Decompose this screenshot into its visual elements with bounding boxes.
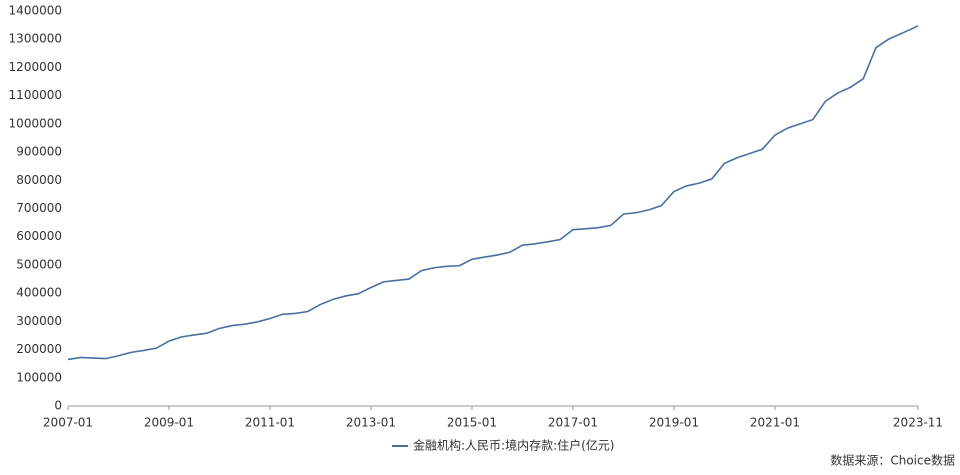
y-tick-label: 0 [54,399,62,413]
x-tick-label: 2019-01 [649,416,699,430]
y-tick-label: 500000 [16,257,62,271]
y-tick-label: 400000 [16,286,62,300]
x-tick-label: 2009-01 [144,416,194,430]
y-tick-label: 300000 [16,314,62,328]
y-tick-label: 1400000 [9,4,62,18]
x-tick-label: 2013-01 [346,416,396,430]
x-tick-label: 2017-01 [548,416,598,430]
x-tick-label: 2021-01 [750,416,800,430]
data-line [67,24,919,361]
x-tick-label: 2023-11 [893,416,943,430]
y-tick-label: 1200000 [9,60,62,74]
y-tick-label: 700000 [16,201,62,215]
y-tick-label: 800000 [16,173,62,187]
y-tick-label: 100000 [16,370,62,384]
x-tick-label: 2015-01 [447,416,497,430]
y-tick-label: 1300000 [9,32,62,46]
y-tick-label: 600000 [16,229,62,243]
y-tick-label: 1100000 [9,88,62,102]
x-tick-label: 2007-01 [43,416,93,430]
y-tick-label: 200000 [16,342,62,356]
source-note: 数据来源：Choice数据 [830,453,955,468]
legend-label: 金融机构:人民币:境内存款:住户(亿元) [413,438,615,453]
y-tick-label: 1000000 [9,116,62,130]
y-tick-label: 900000 [16,145,62,159]
x-tick-label: 2011-01 [245,416,295,430]
